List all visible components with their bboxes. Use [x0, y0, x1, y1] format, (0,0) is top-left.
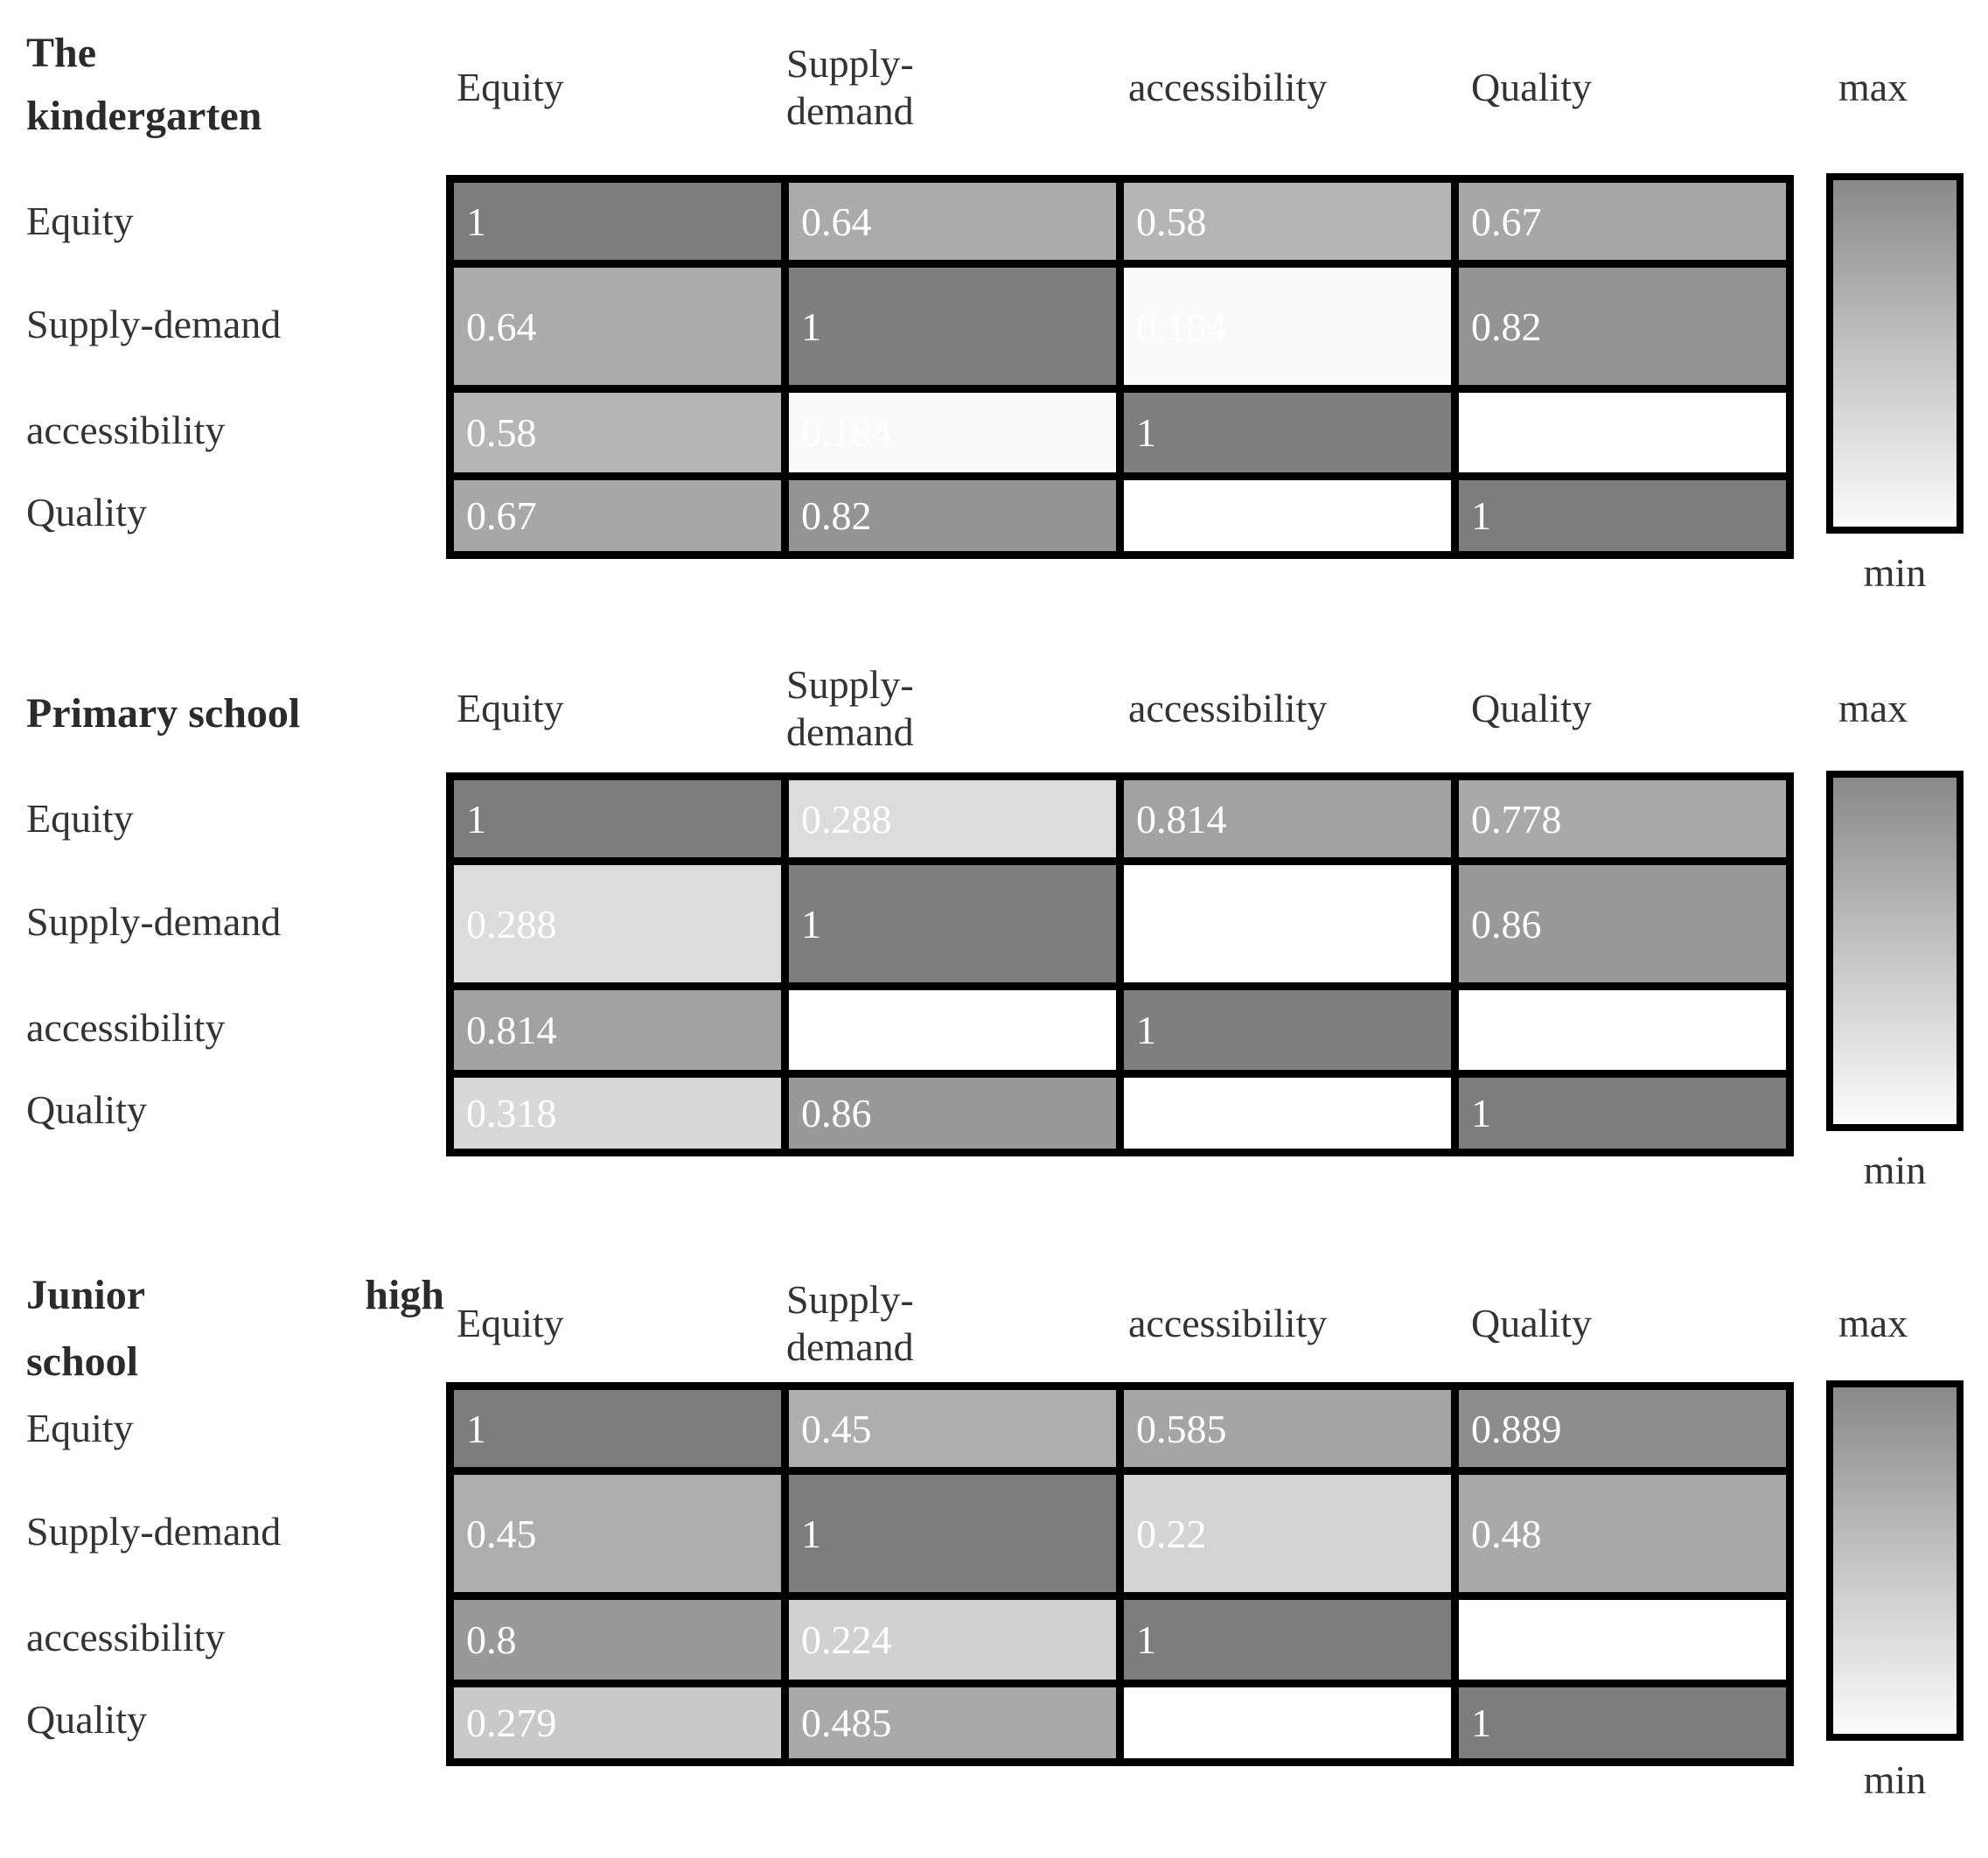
heatmap-cell: 0.279	[454, 1687, 781, 1758]
heatmap-cell	[789, 990, 1116, 1070]
heatmap-cell: 0.318	[454, 1078, 781, 1149]
column-header: Equity	[457, 64, 564, 109]
row-label: Equity	[26, 796, 134, 841]
heatmap-cell: 1	[1124, 393, 1451, 472]
heatmap-cell: 0.184	[1124, 268, 1451, 385]
heatmap-cell	[1459, 1600, 1786, 1680]
panel-title: Junior high school	[26, 1262, 444, 1395]
heatmap-cell: 0.585	[1124, 1390, 1451, 1467]
heatmap-cell: 0.58	[454, 393, 781, 472]
min-label: min	[1863, 1148, 1927, 1192]
heatmap-cell: 0.889	[1459, 1390, 1786, 1467]
heatmap-matrix: 1 0.45 0.585 0.889 0.45 1 0.22 0.48 0.8 0.224 1 0.2…	[446, 1382, 1794, 1766]
heatmap-cell: 0.58	[1124, 183, 1451, 260]
panel-title-line: kindergarten	[26, 93, 262, 139]
heatmap-cell: 0.86	[1459, 865, 1786, 982]
heatmap-cell: 1	[789, 268, 1116, 385]
heatmap-cell: 0.184	[789, 393, 1116, 472]
heatmap-cell: 0.67	[1459, 183, 1786, 260]
column-header: Equity	[457, 685, 564, 730]
heatmap-cell: 0.82	[1459, 268, 1786, 385]
row-label: Supply-demand	[26, 1509, 282, 1554]
heatmap-cell: 1	[1459, 1687, 1786, 1758]
heatmap-cell: 0.485	[789, 1687, 1116, 1758]
panel-title-line: The	[26, 30, 97, 76]
column-header: Supply-demand	[786, 40, 914, 133]
colorbar-gradient	[1826, 771, 1964, 1131]
column-header: Quality	[1471, 685, 1592, 730]
heatmap-cell	[1459, 990, 1786, 1070]
heatmap-cell: 0.86	[789, 1078, 1116, 1149]
panel-title-line: school	[26, 1338, 139, 1385]
max-label: max	[1838, 1301, 1908, 1345]
row-label: Quality	[26, 490, 147, 534]
heatmap-panel: The kindergarten Equity Supply-demand access…	[0, 0, 1988, 651]
column-header: Supply-demand	[786, 661, 914, 754]
column-header: Supply-demand	[786, 1276, 914, 1369]
heatmap-cell: 0.288	[454, 865, 781, 982]
heatmap-cell: 0.224	[789, 1600, 1116, 1680]
heatmap-cell: 0.67	[454, 480, 781, 551]
heatmap-cell: 1	[789, 865, 1116, 982]
heatmap-cell: 0.288	[789, 780, 1116, 857]
heatmap-cell: 0.64	[789, 183, 1116, 260]
row-label: Equity	[26, 1406, 134, 1450]
row-label: Quality	[26, 1697, 147, 1742]
heatmap-cell: 1	[1459, 1078, 1786, 1149]
row-label: Equity	[26, 199, 134, 243]
row-label: accessibility	[26, 1005, 226, 1050]
heatmap-cell: 1	[454, 183, 781, 260]
column-header: Quality	[1471, 64, 1592, 109]
heatmap-matrix: 1 0.288 0.814 0.778 0.288 1 0.86 0.814 1 0.318 0.8…	[446, 772, 1794, 1156]
heatmap-cell: 0.778	[1459, 780, 1786, 857]
heatmap-panel: Junior high school Equity Supply-demand acces…	[0, 1207, 1988, 1858]
heatmap-cell: 0.64	[454, 268, 781, 385]
column-header: Quality	[1471, 1300, 1592, 1345]
panel-title-word: high	[365, 1272, 444, 1318]
heatmap-cell: 1	[1459, 480, 1786, 551]
min-label: min	[1863, 550, 1927, 595]
panel-title: Primary school	[26, 690, 301, 737]
panel-title-word: Junior	[26, 1272, 146, 1318]
heatmap-cell	[1124, 480, 1451, 551]
colorbar-gradient	[1826, 173, 1964, 534]
row-label: Supply-demand	[26, 899, 282, 944]
heatmap-cell: 1	[454, 1390, 781, 1467]
heatmap-cell: 0.814	[1124, 780, 1451, 857]
column-header: accessibility	[1128, 1300, 1328, 1345]
heatmap-matrix: 1 0.64 0.58 0.67 0.64 1 0.184 0.82 0.58 0.184 1 0.6…	[446, 175, 1794, 559]
panel-title: The kindergarten	[26, 22, 341, 148]
heatmap-cell: 1	[1124, 990, 1451, 1070]
heatmap-cell	[1459, 393, 1786, 472]
heatmap-cell: 1	[454, 780, 781, 857]
max-label: max	[1838, 686, 1908, 730]
column-header: accessibility	[1128, 64, 1328, 109]
heatmap-panel: Primary school Equity Supply-demand accessi…	[0, 597, 1988, 1248]
row-label: Quality	[26, 1087, 147, 1132]
heatmap-cell: 0.8	[454, 1600, 781, 1680]
heatmap-cell: 0.82	[789, 480, 1116, 551]
heatmap-cell	[1124, 865, 1451, 982]
max-label: max	[1838, 65, 1908, 109]
heatmap-cell: 0.45	[454, 1475, 781, 1592]
min-label: min	[1863, 1757, 1927, 1802]
heatmap-cell: 0.814	[454, 990, 781, 1070]
heatmap-cell	[1124, 1078, 1451, 1149]
heatmap-cell: 0.22	[1124, 1475, 1451, 1592]
heatmap-cell: 0.48	[1459, 1475, 1786, 1592]
row-label: accessibility	[26, 1615, 226, 1659]
column-header: accessibility	[1128, 685, 1328, 730]
column-header: Equity	[457, 1300, 564, 1345]
heatmap-cell: 0.45	[789, 1390, 1116, 1467]
colorbar-gradient	[1826, 1380, 1964, 1741]
heatmap-cell: 1	[789, 1475, 1116, 1592]
heatmap-cell	[1124, 1687, 1451, 1758]
panel-title-line: Junior high	[26, 1262, 444, 1329]
heatmap-cell: 1	[1124, 1600, 1451, 1680]
row-label: accessibility	[26, 408, 226, 452]
row-label: Supply-demand	[26, 302, 282, 346]
